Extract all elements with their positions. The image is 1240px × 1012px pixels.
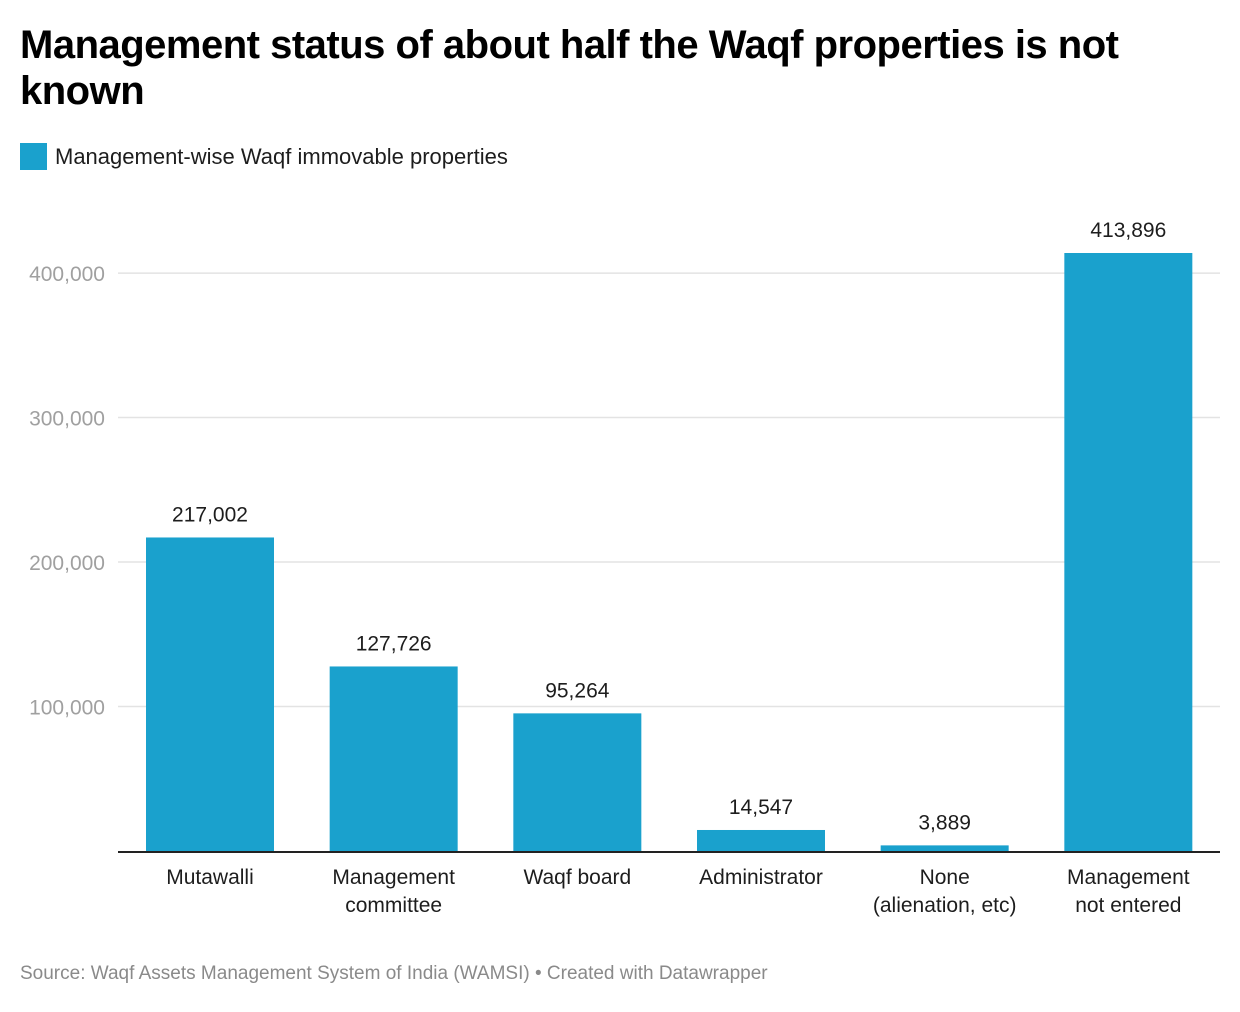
y-tick-label: 400,000: [29, 263, 105, 286]
gridlines: [118, 272, 1220, 708]
category-label: Mutawalli: [166, 866, 254, 889]
x-axis-labels: Mutawalli Management committee Waqf board Ad…: [166, 866, 1190, 917]
bars: [146, 253, 1193, 851]
value-label: 14,547: [729, 796, 793, 819]
bar: [880, 845, 1009, 851]
credit-link[interactable]: Created with Datawrapper: [546, 963, 768, 984]
value-label: 413,896: [1090, 219, 1166, 242]
legend: Management-wise Waqf immovable propertie…: [20, 143, 508, 170]
legend-swatch: [20, 143, 47, 170]
y-tick-label: 200,000: [29, 552, 105, 575]
footer-separator: •: [529, 963, 547, 984]
value-label: 127,726: [356, 632, 432, 655]
bar: [329, 666, 458, 851]
y-tick-label: 300,000: [29, 408, 105, 431]
category-label: Management: [1067, 866, 1190, 889]
value-labels: 217,002 127,726 95,264 14,547 3,889 413,896: [172, 219, 1166, 834]
bar: [697, 829, 825, 851]
category-label: None: [920, 866, 970, 889]
value-label: 3,889: [918, 811, 971, 834]
bar: [146, 537, 274, 851]
category-label: Waqf board: [523, 866, 631, 889]
bar: [1064, 253, 1193, 851]
footer: Source: Waqf Assets Management System of…: [20, 963, 768, 985]
category-label: Administrator: [699, 866, 823, 889]
category-label: Management: [332, 866, 455, 889]
category-label: (alienation, etc): [873, 894, 1017, 917]
bar: [513, 713, 642, 851]
y-axis-ticks: 100,000 200,000 300,000 400,000: [29, 263, 105, 719]
source-note: Source: Waqf Assets Management System of…: [20, 963, 530, 984]
value-label: 217,002: [172, 503, 248, 526]
category-label: not entered: [1075, 894, 1181, 917]
category-label: committee: [345, 894, 442, 917]
legend-label: Management-wise Waqf immovable propertie…: [55, 143, 508, 169]
y-tick-label: 100,000: [29, 697, 105, 720]
chart-title: Management status of about half the Waqf…: [20, 23, 1119, 113]
value-label: 95,264: [545, 679, 610, 702]
